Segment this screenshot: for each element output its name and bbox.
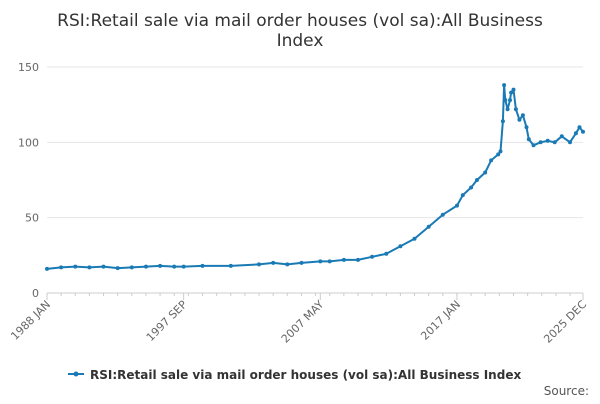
gridlines [47,66,583,219]
data-point [228,263,233,268]
data-point [520,113,525,118]
y-tick-label: 100 [18,136,39,149]
data-point [500,119,505,124]
data-point [115,266,120,271]
data-point [45,266,49,271]
data-point [200,263,205,268]
data-point [101,264,106,269]
data-point [498,149,503,154]
data-point [517,117,522,122]
y-tick-label: 50 [25,212,39,225]
data-point [257,262,261,267]
data-point [538,140,543,145]
data-point [356,257,360,262]
data-point [531,143,536,148]
data-point [59,265,64,270]
data-point [552,140,557,145]
data-point [384,251,389,256]
data-point [460,193,465,198]
data-point [509,90,514,95]
data-point [581,129,585,134]
data-point [503,98,508,103]
legend-marker-swatch [73,371,79,377]
data-point [172,264,177,269]
y-tick-label: 150 [18,61,39,74]
data-point [513,107,518,112]
data-point [568,140,572,145]
x-tick-label: 1988 JAN [8,298,53,343]
data-point [299,260,304,265]
data-point [398,244,403,249]
data-point [144,264,148,269]
data-point [158,263,163,268]
data-point [508,98,512,103]
data-point [271,260,276,265]
data-point [545,138,550,143]
data-point [181,264,186,269]
data-point [526,137,531,142]
data-point [469,185,474,190]
data-point [502,83,507,88]
chart-title-line-1: RSI:Retail sale via mail order houses (v… [57,11,543,31]
x-tick-label: 2007 MAY [279,298,327,346]
series-layer [45,83,585,271]
source-label: Source: [544,384,589,398]
data-point [327,259,332,264]
x-tick-label: 2025 DEC [541,298,589,346]
data-point [440,212,445,217]
data-point [426,224,431,229]
data-point [370,254,375,259]
data-point [318,259,323,264]
x-tick-label: 1997 SEP [144,298,190,344]
data-point [489,158,494,163]
series [45,83,585,271]
data-point [285,262,290,267]
x-tick-label: 2017 JAN [418,298,463,343]
data-point [341,257,346,262]
chart-title-line-2: Index [277,31,324,51]
data-point [412,236,417,241]
data-point [73,264,78,269]
legend[interactable]: RSI:Retail sale via mail order houses (v… [68,368,521,382]
y-tick-label: 0 [32,287,39,300]
data-point [577,125,582,130]
data-point [129,265,134,270]
data-point [511,87,516,92]
data-point [475,178,479,182]
data-point [573,131,578,136]
axes: 0 50 100 150 1988 JAN 1997 SEP 2007 MAY 2017 JA… [8,61,589,346]
data-point [505,107,510,112]
data-point [483,170,488,175]
data-point [524,125,529,130]
legend-label: RSI:Retail sale via mail order houses (v… [90,368,521,382]
data-point [455,203,459,208]
series-line [46,84,584,270]
data-point [559,134,564,139]
data-point [87,265,92,270]
data-point [496,152,501,157]
